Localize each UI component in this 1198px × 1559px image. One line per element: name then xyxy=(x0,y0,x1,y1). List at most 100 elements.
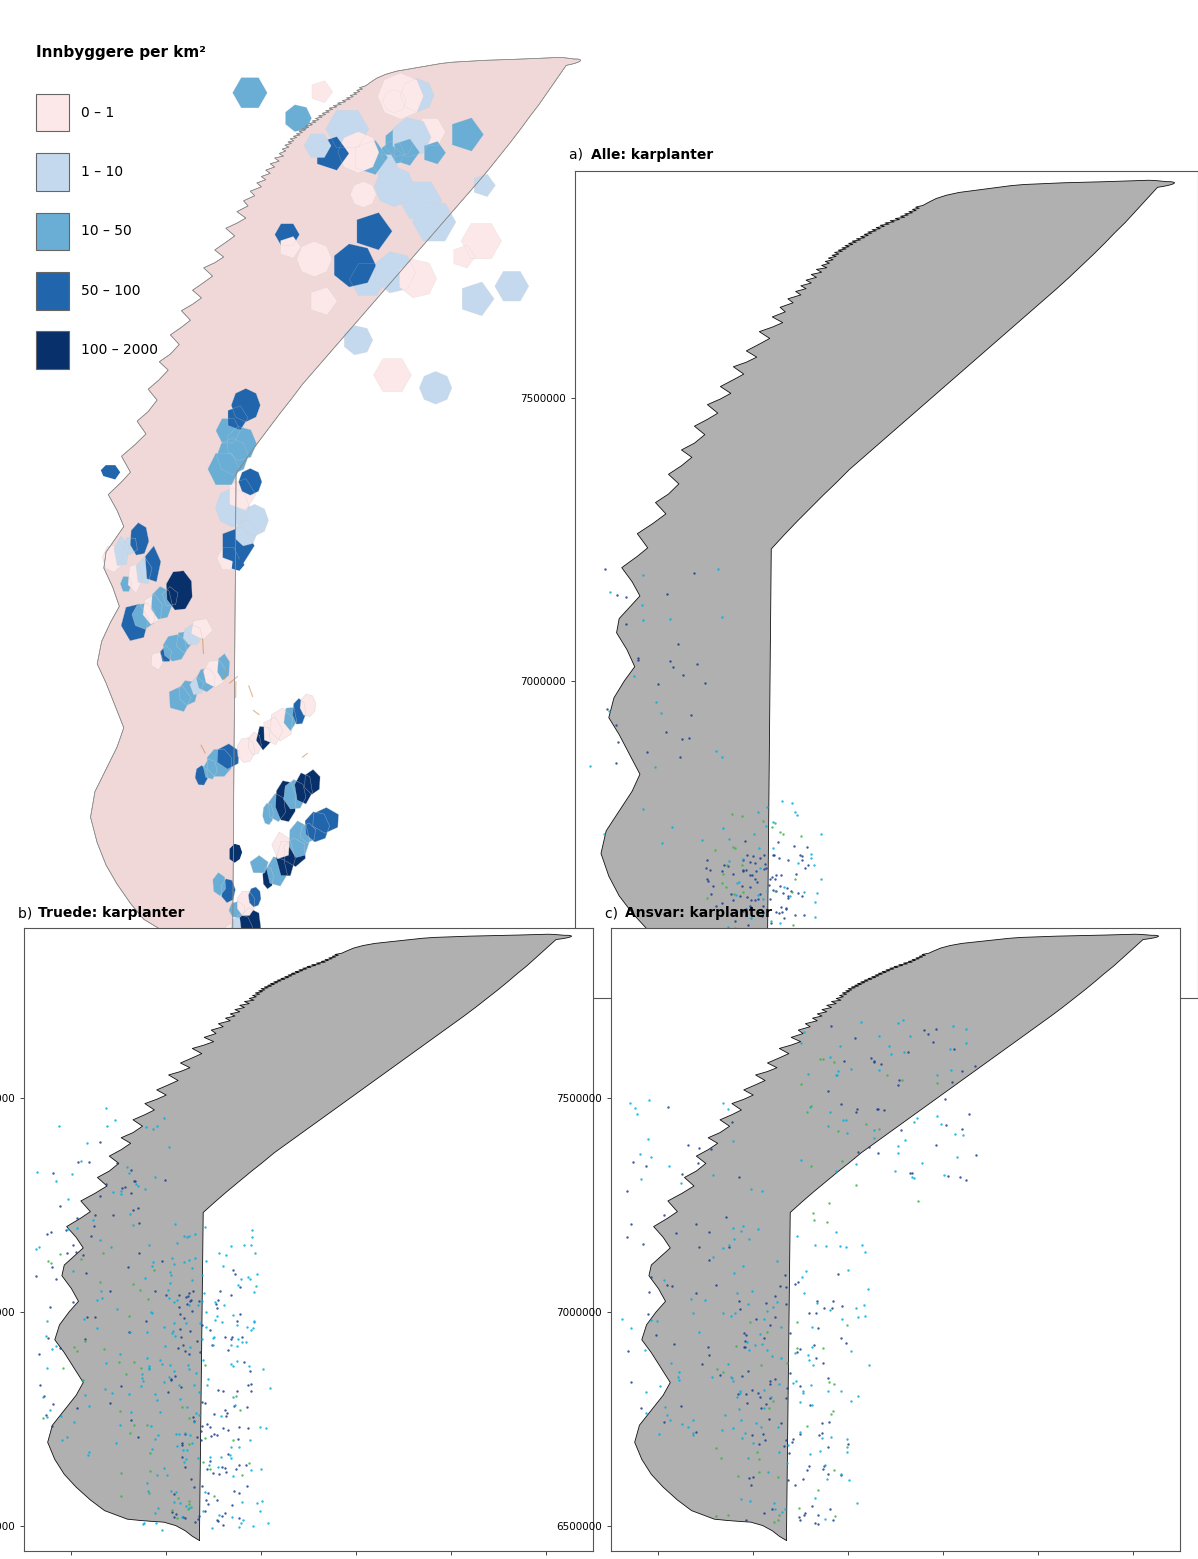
Point xyxy=(836,1235,855,1260)
Point xyxy=(213,1378,232,1403)
Point xyxy=(207,1423,226,1448)
Point xyxy=(223,1504,242,1529)
Point xyxy=(865,1049,884,1074)
Point xyxy=(162,1246,181,1271)
Point xyxy=(75,1327,95,1352)
Point xyxy=(137,1310,156,1335)
Polygon shape xyxy=(419,371,452,404)
Point xyxy=(725,1300,744,1325)
Point xyxy=(168,1506,187,1531)
Point xyxy=(179,1353,198,1378)
Point xyxy=(630,1141,649,1166)
Point xyxy=(783,1370,803,1395)
Point xyxy=(92,1286,111,1311)
Point xyxy=(766,1497,785,1522)
Point xyxy=(648,672,667,697)
Point xyxy=(244,1310,264,1335)
Point xyxy=(742,1278,761,1303)
Point xyxy=(818,1462,837,1487)
Point xyxy=(181,1335,200,1359)
Point xyxy=(797,1099,816,1124)
Polygon shape xyxy=(207,454,240,485)
Point xyxy=(162,1320,181,1345)
Point xyxy=(855,1239,875,1264)
Point xyxy=(91,1278,110,1303)
Point xyxy=(823,1288,842,1313)
Point xyxy=(217,1403,236,1428)
Point xyxy=(90,1269,109,1294)
Point xyxy=(223,1302,242,1327)
Point xyxy=(110,1349,129,1373)
Point xyxy=(817,1467,836,1492)
Point xyxy=(828,1059,847,1084)
Point xyxy=(179,1497,198,1522)
Point xyxy=(252,1458,271,1483)
Point xyxy=(789,1495,809,1520)
Point xyxy=(173,1430,192,1455)
Point xyxy=(836,1107,855,1132)
Text: c): c) xyxy=(605,906,623,920)
Point xyxy=(167,1479,186,1504)
Point xyxy=(785,834,804,859)
Point xyxy=(855,1303,875,1328)
Point xyxy=(761,1313,780,1338)
Point xyxy=(786,903,805,928)
Point xyxy=(640,1087,659,1112)
Polygon shape xyxy=(326,111,369,148)
Point xyxy=(779,886,798,910)
Polygon shape xyxy=(224,921,241,948)
Point xyxy=(192,1414,211,1439)
Point xyxy=(801,1154,821,1179)
Point xyxy=(837,1121,857,1146)
Point xyxy=(228,1327,247,1352)
Point xyxy=(819,1370,839,1395)
Point xyxy=(143,1253,162,1278)
Point xyxy=(859,1353,878,1378)
Point xyxy=(898,1040,918,1065)
Point xyxy=(746,1306,766,1331)
Point xyxy=(210,1501,229,1526)
Point xyxy=(217,1459,236,1484)
Point xyxy=(139,1481,158,1506)
Point xyxy=(812,1420,831,1445)
Point xyxy=(41,1250,60,1275)
Point xyxy=(948,1144,967,1169)
Point xyxy=(847,1096,866,1121)
Point xyxy=(153,1352,173,1377)
Point xyxy=(183,1299,202,1324)
Point xyxy=(229,1414,248,1439)
Point xyxy=(817,1233,836,1258)
Point xyxy=(745,851,764,876)
Point xyxy=(224,1353,243,1378)
Point xyxy=(703,1163,722,1188)
Point xyxy=(133,1366,152,1391)
Point xyxy=(751,1395,770,1420)
Text: a): a) xyxy=(569,148,587,162)
Point xyxy=(721,1364,740,1389)
Point xyxy=(827,1062,846,1087)
Point xyxy=(173,1504,192,1529)
Point xyxy=(641,1264,660,1289)
Point xyxy=(250,1498,270,1523)
Polygon shape xyxy=(131,522,149,555)
Point xyxy=(43,1160,62,1185)
Point xyxy=(629,647,648,672)
Polygon shape xyxy=(151,652,164,670)
Polygon shape xyxy=(240,907,261,937)
Point xyxy=(128,1425,147,1450)
Polygon shape xyxy=(424,142,446,164)
Point xyxy=(927,1104,946,1129)
Point xyxy=(841,1339,860,1364)
Point xyxy=(637,741,657,765)
Point xyxy=(90,1183,109,1208)
Polygon shape xyxy=(232,560,243,571)
Point xyxy=(739,1465,758,1490)
Point xyxy=(143,1300,162,1325)
Point xyxy=(749,1216,768,1241)
Point xyxy=(770,910,789,935)
Point xyxy=(180,1342,199,1367)
Point xyxy=(131,1278,150,1303)
Polygon shape xyxy=(350,263,386,296)
Polygon shape xyxy=(248,733,261,755)
Point xyxy=(174,1333,193,1358)
